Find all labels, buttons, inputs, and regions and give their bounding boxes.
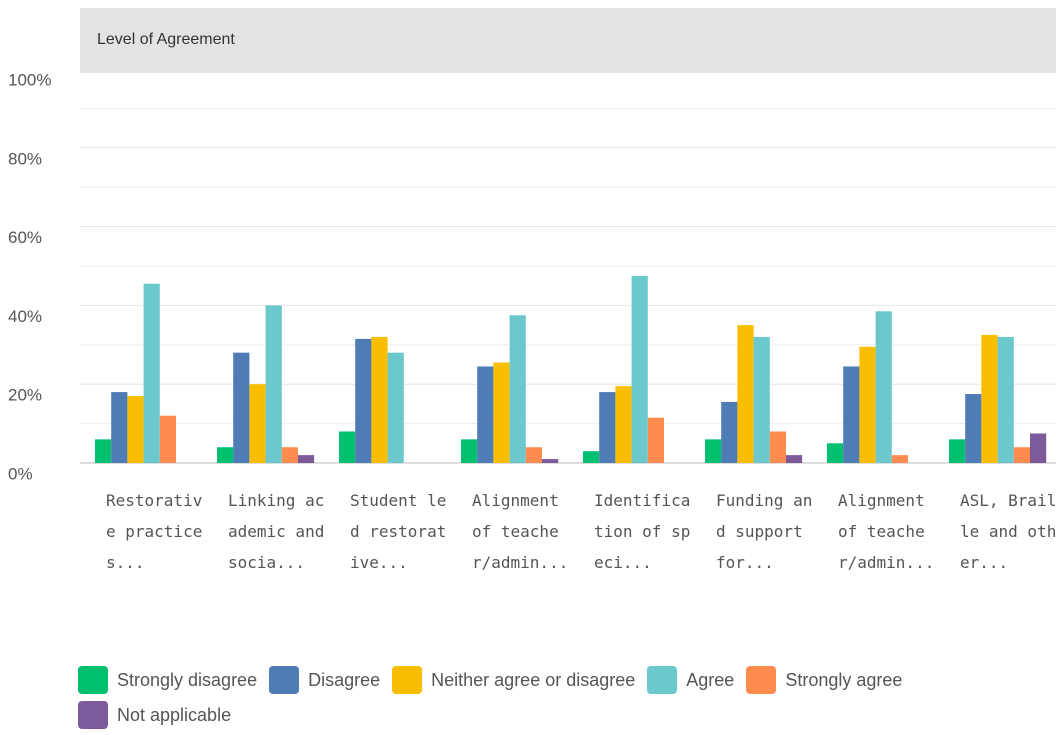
bar	[298, 455, 315, 463]
legend-label: Strongly disagree	[117, 669, 258, 690]
legend-swatch	[647, 666, 678, 694]
bar	[843, 366, 860, 463]
legend-swatch	[392, 666, 423, 694]
bar	[827, 443, 844, 463]
bar	[769, 431, 786, 463]
legend-label: Strongly agree	[785, 669, 903, 690]
bar	[477, 366, 494, 463]
bar	[371, 336, 388, 463]
bar	[233, 352, 250, 463]
x-tick-label: Alignment of teacher/admin...	[838, 491, 935, 572]
bar	[615, 386, 632, 463]
legend-swatch	[746, 666, 777, 694]
legend-swatch	[78, 701, 108, 729]
legend-item: Strongly agree	[746, 666, 902, 694]
bar	[111, 392, 128, 463]
legend-swatch	[78, 666, 108, 694]
legend-item: Neither agree or disagree	[392, 666, 635, 694]
bar	[95, 439, 112, 463]
legend: Strongly disagree Disagree Neither agree o…	[78, 666, 1008, 729]
y-tick-label: 0%	[8, 464, 33, 483]
bar	[583, 451, 600, 463]
y-tick-label: 100%	[8, 70, 51, 89]
legend-label: Disagree	[308, 669, 381, 690]
bar	[339, 431, 356, 463]
bar	[159, 415, 176, 463]
bar	[265, 305, 282, 463]
bar	[705, 439, 722, 463]
bar	[1013, 447, 1030, 463]
legend-swatch	[269, 666, 300, 694]
bar	[217, 447, 234, 463]
chart-title: Level of Agreement	[97, 31, 235, 48]
bar	[997, 336, 1014, 463]
legend-item: Agree	[647, 666, 734, 694]
bar	[891, 455, 908, 463]
bar	[875, 311, 892, 463]
bar	[387, 352, 404, 463]
y-tick-label: 40%	[8, 307, 42, 326]
bar	[127, 396, 144, 463]
bar	[493, 362, 510, 463]
bar	[525, 447, 542, 463]
x-tick-label: Funding and support for...	[716, 491, 813, 572]
bar	[753, 336, 770, 463]
bar	[786, 455, 803, 463]
bar	[859, 346, 876, 463]
y-tick-label: 20%	[8, 386, 42, 405]
bar	[1030, 433, 1047, 463]
x-tick-label: ASL, Braille and other...	[960, 491, 1056, 572]
legend-item: Disagree	[269, 666, 380, 694]
bar	[249, 384, 266, 463]
bar	[143, 283, 160, 463]
legend-label: Neither agree or disagree	[431, 669, 636, 690]
x-tick-label: Restorative practices...	[106, 491, 203, 572]
bar	[981, 334, 998, 463]
bar	[461, 439, 478, 463]
bar	[509, 315, 526, 463]
bar	[281, 447, 298, 463]
bar	[631, 275, 648, 463]
bar	[949, 439, 966, 463]
x-tick-label: Alignment of teacher/admin...	[472, 491, 569, 572]
x-tick-label: Student led restorative...	[350, 491, 447, 572]
bar	[721, 401, 738, 463]
bar	[737, 325, 754, 463]
legend-label: Agree	[686, 669, 735, 690]
bar	[542, 459, 559, 463]
bar	[355, 338, 372, 463]
x-tick-label: Linking academic and socia...	[228, 491, 325, 572]
x-tick-label: Identification of speci...	[594, 491, 691, 572]
legend-label: Not applicable	[117, 704, 232, 725]
bar	[647, 417, 664, 463]
bar	[599, 392, 616, 463]
header-band	[80, 8, 1056, 73]
y-tick-label: 60%	[8, 228, 42, 247]
y-tick-label: 80%	[8, 149, 42, 168]
legend-item: Not applicable	[78, 701, 231, 729]
legend-item: Strongly disagree	[78, 666, 257, 694]
bar	[965, 394, 982, 463]
